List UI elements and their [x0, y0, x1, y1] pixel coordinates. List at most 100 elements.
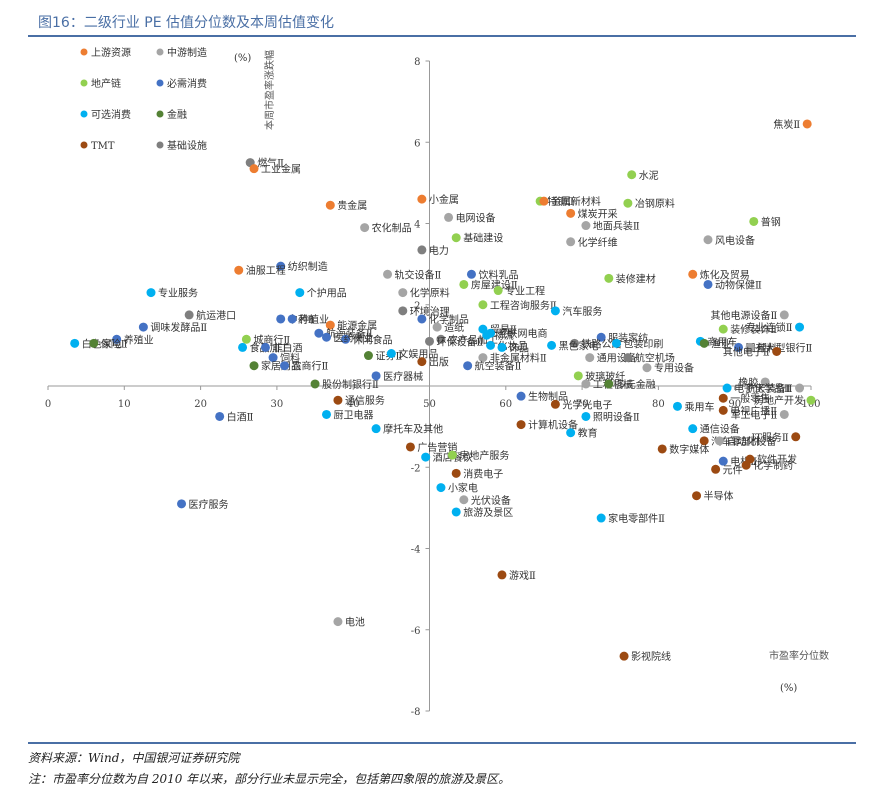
- legend-label: 必需消费: [167, 77, 207, 90]
- point-label: 出版: [429, 356, 449, 369]
- data-point: [360, 223, 370, 233]
- data-point: [779, 409, 789, 419]
- data-point: [623, 353, 633, 363]
- point-label: 广告营销: [417, 441, 457, 454]
- point-label: 多元金融: [616, 378, 656, 391]
- x-tick-label: 30: [271, 399, 284, 410]
- point-label: 摩托车及其他: [383, 423, 443, 436]
- data-point: [215, 411, 225, 421]
- data-point: [806, 395, 816, 405]
- point-label: 非白酒: [272, 341, 302, 354]
- legend-label: 可选消费: [91, 108, 131, 121]
- point-label: 计算机设备: [528, 419, 578, 432]
- data-point: [718, 405, 728, 415]
- data-point: [405, 442, 415, 452]
- y-tick-label: -4: [411, 545, 421, 556]
- data-point: [749, 216, 759, 226]
- point-label: 金属新材料: [551, 195, 601, 208]
- point-label: 工程咨询服务Ⅱ: [490, 299, 557, 312]
- point-label: 环境治理: [410, 305, 450, 318]
- data-point: [596, 332, 606, 342]
- point-label: 玻璃玻纤: [585, 370, 625, 383]
- data-point: [333, 395, 343, 405]
- point-label: 汽车服务: [562, 305, 602, 318]
- data-point: [386, 349, 396, 358]
- point-label: 包装印刷: [623, 337, 663, 350]
- legend-label: 基础设施: [167, 139, 207, 152]
- legend-marker: [80, 141, 88, 149]
- x-tick-label: 50: [423, 399, 436, 410]
- data-point: [478, 300, 488, 310]
- data-point: [459, 279, 469, 289]
- y-axis-unit: (%): [234, 53, 251, 64]
- point-label: 橡胶: [738, 376, 758, 389]
- x-tick-label: 10: [118, 399, 131, 410]
- legend-label: TMT: [91, 141, 115, 152]
- point-label: 医疗服务: [189, 498, 229, 511]
- data-point: [573, 371, 583, 381]
- y-tick-label: 6: [414, 138, 420, 149]
- data-point: [619, 651, 629, 661]
- point-label: 非金属材料Ⅱ: [490, 352, 547, 365]
- point-label: 互联网电商: [498, 327, 548, 340]
- point-label: 城商行Ⅱ: [253, 333, 290, 346]
- data-point: [581, 221, 591, 231]
- data-point: [566, 428, 576, 438]
- data-point: [276, 261, 286, 271]
- x-tick-label: 0: [45, 399, 51, 410]
- data-point: [451, 468, 461, 478]
- point-label: 基础建设: [463, 232, 503, 245]
- data-point: [112, 334, 122, 344]
- y-tick-label: 4: [414, 220, 420, 231]
- legend-marker: [80, 48, 88, 56]
- data-point: [436, 483, 446, 493]
- data-point: [745, 342, 755, 352]
- data-point: [425, 336, 434, 346]
- data-point: [486, 328, 496, 338]
- data-point: [268, 353, 278, 363]
- data-point: [432, 322, 442, 332]
- data-point: [711, 464, 721, 474]
- data-point: [718, 456, 728, 466]
- data-point: [795, 383, 805, 393]
- data-point: [444, 212, 454, 222]
- data-point: [699, 436, 709, 446]
- x-tick-label: 60: [499, 399, 512, 410]
- point-label: 数字媒体: [669, 443, 709, 456]
- legend-marker: [80, 79, 88, 87]
- point-label: 油服工程: [246, 264, 286, 277]
- point-label: 生物制品: [528, 390, 568, 403]
- point-label: 电网设备: [456, 211, 496, 224]
- data-point: [566, 208, 576, 218]
- point-label: 化学制品: [429, 313, 469, 326]
- data-point: [779, 310, 789, 320]
- point-label: 一般零售: [730, 392, 770, 405]
- data-point: [718, 393, 728, 403]
- point-label: 饮料乳品: [478, 268, 518, 281]
- point-label: 轨交设备Ⅱ: [395, 268, 442, 281]
- point-label: 航空装备Ⅱ: [475, 360, 522, 373]
- point-label: 电池: [345, 616, 365, 629]
- data-point: [398, 306, 408, 316]
- data-point: [398, 288, 408, 298]
- data-point: [795, 322, 805, 332]
- data-point: [238, 342, 248, 352]
- point-label: 专业工程: [505, 285, 545, 298]
- data-point: [734, 342, 744, 352]
- data-point: [383, 269, 393, 279]
- legend-marker: [156, 110, 164, 118]
- point-label: 农化制品: [372, 222, 412, 235]
- point-label: 农商行Ⅱ: [292, 360, 329, 373]
- data-point: [657, 444, 667, 454]
- data-point: [493, 286, 503, 296]
- data-point: [341, 334, 351, 344]
- data-point: [703, 279, 713, 289]
- point-label: 消费电子: [463, 467, 503, 480]
- data-point: [241, 334, 251, 344]
- data-point: [547, 340, 557, 350]
- point-label: 小家电: [448, 482, 478, 495]
- point-label: 专业服务: [158, 287, 198, 300]
- data-point: [718, 324, 728, 334]
